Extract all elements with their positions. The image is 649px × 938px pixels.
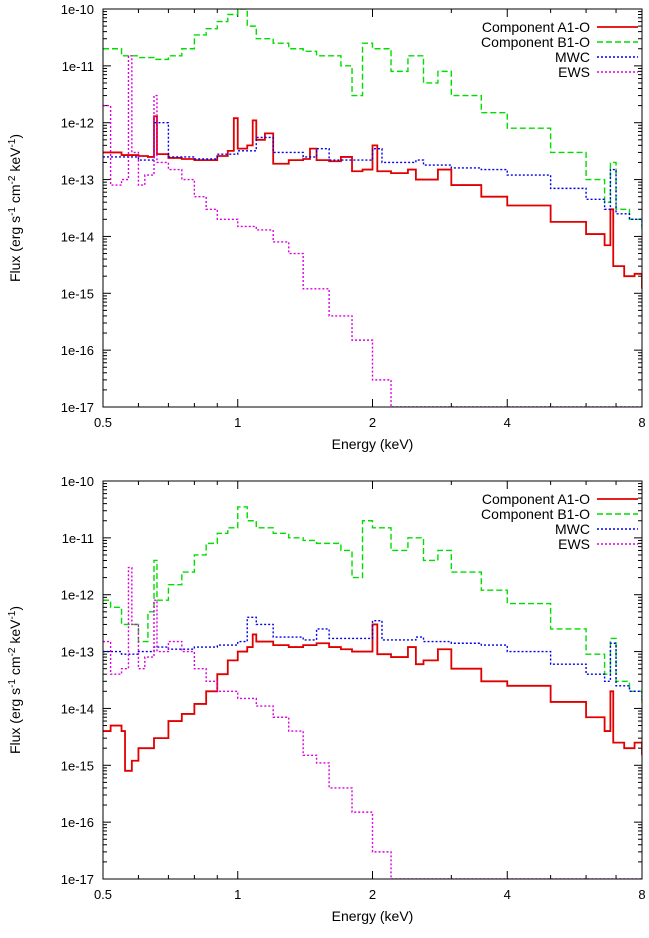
y-tick-label: 1e-11 xyxy=(62,531,94,546)
chart-panel-2: 0.5 1 2 4 8 1e-10 1e-11 1e-12 1e-13 1e-14 1e-15 1e-… xyxy=(7,474,646,924)
x-tick-label: 8 xyxy=(638,415,645,430)
series-line-2 xyxy=(103,9,642,230)
x-tick-label: 8 xyxy=(638,887,645,902)
x-tick-label: 1 xyxy=(234,415,241,430)
y-tick-label: 1e-13 xyxy=(61,173,94,188)
y-axis-label-text: keV xyxy=(7,619,23,648)
y-tick-label: 1e-15 xyxy=(61,758,94,773)
y-tick-label: 1e-13 xyxy=(61,645,94,660)
series-line-2 xyxy=(103,506,642,704)
y-axis-label-superscript: -2 xyxy=(7,175,18,184)
y-axis-label-superscript: -1 xyxy=(7,610,18,619)
x-tick-label: 0.5 xyxy=(94,415,112,430)
y-axis-label: Flux (erg s-1 cm-2 keV-1) xyxy=(7,134,23,282)
legend-label: EWS xyxy=(558,536,590,552)
y-axis-label-superscript: -1 xyxy=(7,679,18,688)
legend-label: Component A1-O xyxy=(482,491,590,507)
chart-panel-1: 0.5 1 2 4 8 1e-10 1e-11 1e-12 1e-13 1e-14 1e-15 1e-… xyxy=(7,2,646,452)
x-tick-label: 2 xyxy=(369,887,376,902)
y-axis-label-text: Flux (erg s xyxy=(7,216,23,282)
y-tick-label: 1e-11 xyxy=(62,59,94,74)
x-tick-label: 1 xyxy=(234,887,241,902)
y-axis-label-superscript: -1 xyxy=(7,207,18,216)
y-tick-label: 1e-10 xyxy=(61,2,94,17)
y-tick-label: 1e-14 xyxy=(61,701,94,716)
y-axis-label-superscript: -1 xyxy=(7,138,18,147)
y-tick-label: 1e-15 xyxy=(61,286,94,301)
x-tick-label: 2 xyxy=(369,415,376,430)
y-axis-label-text: ) xyxy=(7,134,23,139)
y-tick-label: 1e-16 xyxy=(61,343,94,358)
x-axis-label: Energy (keV) xyxy=(332,908,414,924)
legend-label: Component A1-O xyxy=(482,19,590,35)
y-axis-label-text: Flux (erg s xyxy=(7,688,23,754)
legend-label: MWC xyxy=(555,49,590,65)
x-tick-label: 4 xyxy=(504,415,511,430)
y-axis-label-text: cm xyxy=(7,184,23,207)
y-tick-label: 1e-16 xyxy=(61,815,94,830)
series-line-4 xyxy=(103,566,642,879)
y-tick-label: 1e-12 xyxy=(61,588,94,603)
y-axis-label-superscript: -2 xyxy=(7,647,18,656)
y-axis-label-text: ) xyxy=(7,606,23,611)
x-tick-label: 4 xyxy=(504,887,511,902)
legend-label: MWC xyxy=(555,521,590,537)
y-tick-label: 1e-14 xyxy=(61,229,94,244)
y-tick-label: 1e-12 xyxy=(61,116,94,131)
y-axis-label-text: keV xyxy=(7,147,23,176)
series-line-3 xyxy=(103,616,642,701)
series-line-3 xyxy=(103,122,642,227)
y-axis-label-text: cm xyxy=(7,656,23,679)
plot-frame xyxy=(102,480,643,880)
legend-label: Component B1-O xyxy=(481,506,590,522)
y-tick-label: 1e-17 xyxy=(61,400,94,415)
y-axis-label: Flux (erg s-1 cm-2 keV-1) xyxy=(7,606,23,754)
plot-frame xyxy=(102,8,643,408)
series-line-4 xyxy=(103,55,642,407)
x-axis-label: Energy (keV) xyxy=(332,436,414,452)
legend-label: Component B1-O xyxy=(481,34,590,50)
y-tick-label: 1e-17 xyxy=(61,872,94,887)
series-line-1 xyxy=(103,115,642,289)
y-tick-label: 1e-10 xyxy=(61,474,94,489)
legend-label: EWS xyxy=(558,64,590,80)
x-tick-label: 0.5 xyxy=(94,887,112,902)
series-line-1 xyxy=(103,623,642,772)
